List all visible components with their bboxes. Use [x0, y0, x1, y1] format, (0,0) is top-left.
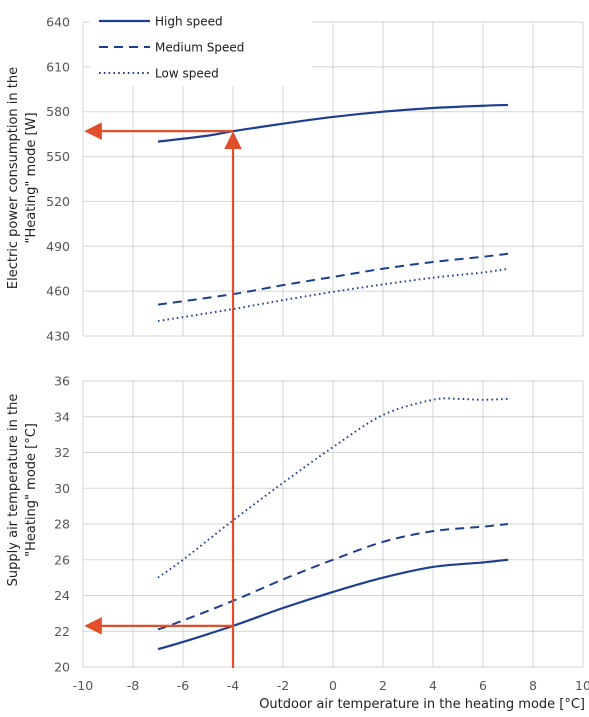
x-tick-label: -10 — [73, 678, 93, 693]
bottom-y-axis-title-line1: Supply air temperature in the — [6, 394, 21, 587]
x-tick-label: 0 — [329, 678, 337, 693]
bottom-y-tick-label: 34 — [54, 409, 70, 424]
x-tick-label: 4 — [429, 678, 437, 693]
legend-medium-speed-label: Medium Speed — [155, 41, 244, 55]
bottom-y-tick-label: 22 — [54, 624, 70, 639]
top-y-tick-label: 580 — [46, 104, 70, 119]
bottom-y-axis-title-line2: "Heating" mode [°C] — [24, 423, 39, 557]
x-tick-label: 2 — [379, 678, 387, 693]
x-tick-label: 10 — [575, 678, 589, 693]
legend: High speed Medium Speed Low speed — [90, 4, 312, 86]
x-tick-label: -4 — [227, 678, 240, 693]
bottom-y-tick-label: 36 — [54, 374, 70, 389]
top-y-axis-title-line1: Electric power consumption in the — [6, 67, 21, 289]
top-y-tick-label: 430 — [46, 329, 70, 344]
x-tick-label: -8 — [127, 678, 140, 693]
bottom-y-tick-label: 26 — [54, 552, 70, 567]
top-y-tick-label: 610 — [46, 59, 70, 74]
x-tick-label: 8 — [529, 678, 537, 693]
top-y-axis-title-line2: "Heating" mode [W] — [24, 112, 39, 243]
x-tick-label: 6 — [479, 678, 487, 693]
bottom-y-tick-label: 28 — [54, 517, 70, 532]
legend-high-speed-label: High speed — [155, 15, 223, 29]
top-y-tick-label: 550 — [46, 149, 70, 164]
x-tick-label: -2 — [277, 678, 289, 693]
bottom-y-tick-label: 30 — [54, 481, 70, 496]
x-tick-label: -6 — [177, 678, 190, 693]
top-y-tick-label: 460 — [46, 284, 70, 299]
bottom-y-tick-label: 32 — [54, 445, 70, 460]
bottom-y-tick-label: 20 — [54, 660, 70, 675]
x-axis-title: Outdoor air temperature in the heating m… — [259, 697, 585, 712]
legend-low-speed-label: Low speed — [155, 67, 219, 81]
top-y-tick-label: 520 — [46, 194, 70, 209]
top-y-tick-label: 490 — [46, 239, 70, 254]
top-y-tick-label: 640 — [46, 15, 70, 30]
bottom-y-tick-label: 24 — [54, 588, 70, 603]
